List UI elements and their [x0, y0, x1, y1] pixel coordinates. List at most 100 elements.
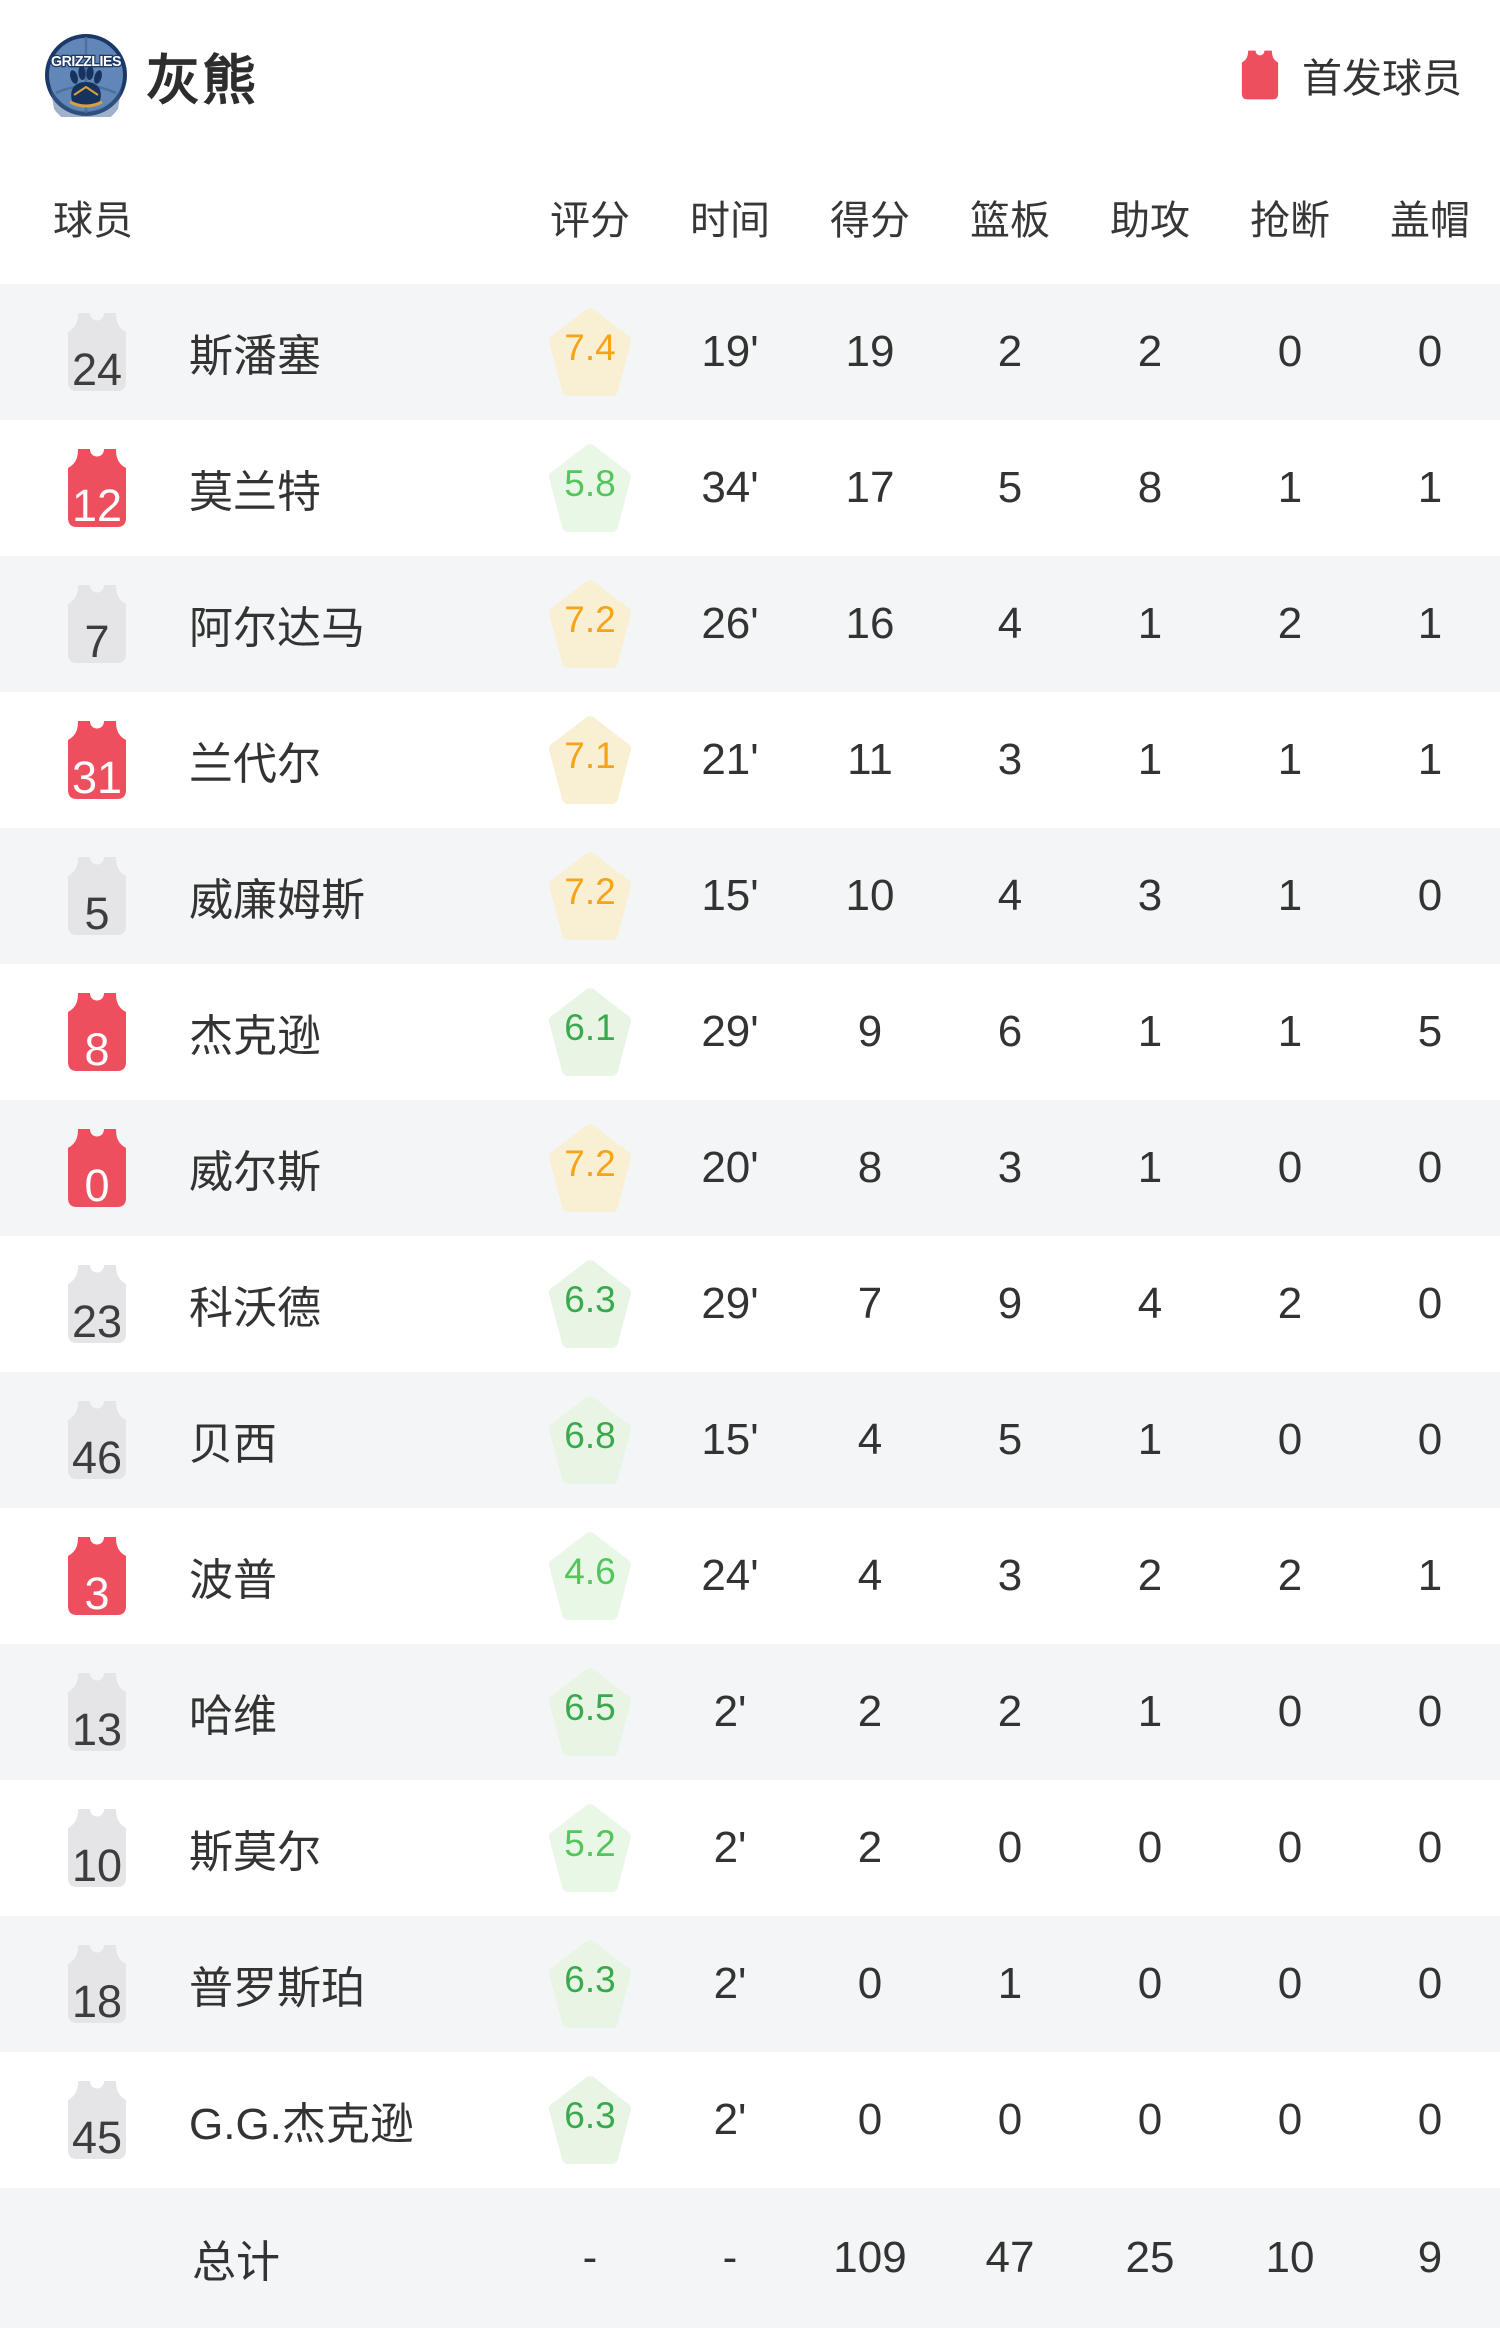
stat-time: 26' [701, 599, 759, 648]
stat-steals: 1 [1277, 735, 1303, 784]
player-row[interactable]: 46 贝西 6.8 15' 4 5 1 0 0 [0, 1372, 1500, 1508]
rating-cell: 6.3 [520, 1939, 660, 2029]
player-cell: 0 威尔斯 [0, 1128, 520, 1208]
rating-value: 6.1 [564, 1007, 615, 1048]
stat-blocks: 1 [1417, 463, 1443, 512]
jersey-number: 5 [84, 888, 109, 936]
stat-time: 20' [701, 1143, 759, 1192]
player-cell: 3 波普 [0, 1536, 520, 1616]
stat-points: 19 [845, 327, 895, 376]
player-name: 斯潘塞 [189, 332, 321, 381]
player-cell: 45 G.G.杰克逊 [0, 2080, 520, 2160]
stat-blocks: 1 [1417, 1551, 1443, 1600]
rating-cell: 7.2 [520, 579, 660, 669]
rating-badge: 7.2 [549, 852, 631, 940]
jersey-number: 46 [72, 1432, 122, 1480]
player-name: 普罗斯珀 [189, 1964, 365, 2013]
jersey-icon: 45 [68, 2081, 126, 2160]
rating-badge: 5.2 [549, 1804, 631, 1892]
jersey-icon: 10 [68, 1809, 126, 1888]
stat-steals: 1 [1277, 871, 1303, 920]
jersey-number: 18 [72, 1976, 122, 2024]
stat-assists: 0 [1137, 2095, 1163, 2144]
stat-rebounds: 3 [997, 1143, 1023, 1192]
player-row[interactable]: 13 哈维 6.5 2' 2 2 1 0 0 [0, 1644, 1500, 1780]
player-cell: 31 兰代尔 [0, 720, 520, 800]
rating-value: 7.4 [564, 327, 615, 368]
stat-time: 19' [701, 327, 759, 376]
player-cell: 5 威廉姆斯 [0, 856, 520, 936]
stat-assists: 2 [1137, 327, 1163, 376]
player-row[interactable]: 3 波普 4.6 24' 4 3 2 2 1 [0, 1508, 1500, 1644]
player-cell: 8 杰克逊 [0, 992, 520, 1072]
player-row[interactable]: 5 威廉姆斯 7.2 15' 10 4 3 1 0 [0, 828, 1500, 964]
player-name: 哈维 [189, 1692, 277, 1741]
player-row[interactable]: 12 莫兰特 5.8 34' 17 5 8 1 1 [0, 420, 1500, 556]
player-cell: 10 斯莫尔 [0, 1808, 520, 1888]
player-row[interactable]: 31 兰代尔 7.1 21' 11 3 1 1 1 [0, 692, 1500, 828]
player-row[interactable]: 24 斯潘塞 7.4 19' 19 2 2 0 0 [0, 284, 1500, 420]
rating-cell: 7.2 [520, 1123, 660, 1213]
stat-rebounds: 0 [997, 1823, 1023, 1872]
rating-badge: 7.1 [549, 716, 631, 804]
stat-rebounds: 5 [997, 1415, 1023, 1464]
stat-assists: 1 [1137, 1687, 1163, 1736]
totals-assists: 25 [1125, 2233, 1175, 2282]
jersey-icon: 7 [68, 585, 126, 664]
rating-cell: 7.4 [520, 307, 660, 397]
column-header-3: 得分 [830, 199, 910, 243]
stat-steals: 0 [1277, 1415, 1303, 1464]
player-row[interactable]: 7 阿尔达马 7.2 26' 16 4 1 2 1 [0, 556, 1500, 692]
stat-assists: 1 [1137, 599, 1163, 648]
jersey-number: 24 [72, 344, 122, 392]
stat-points: 4 [857, 1551, 883, 1600]
stat-steals: 2 [1277, 599, 1303, 648]
team-name: 灰熊 [146, 50, 258, 111]
player-row[interactable]: 23 科沃德 6.3 29' 7 9 4 2 0 [0, 1236, 1500, 1372]
column-header-0: 球员 [53, 199, 133, 243]
stat-steals: 0 [1277, 327, 1303, 376]
player-name: 威尔斯 [189, 1148, 321, 1197]
stat-steals: 2 [1277, 1551, 1303, 1600]
stat-blocks: 0 [1417, 1823, 1443, 1872]
player-cell: 18 普罗斯珀 [0, 1944, 520, 2024]
rating-badge: 6.3 [549, 1940, 631, 2028]
starter-legend: 首发球员 [1238, 46, 1462, 104]
player-row[interactable]: 8 杰克逊 6.1 29' 9 6 1 1 5 [0, 964, 1500, 1100]
player-name: 杰克逊 [189, 1012, 321, 1061]
stat-assists: 1 [1137, 735, 1163, 784]
stat-time: 2' [713, 1687, 747, 1736]
player-row[interactable]: 10 斯莫尔 5.2 2' 2 0 0 0 0 [0, 1780, 1500, 1916]
jersey-number: 3 [84, 1568, 109, 1616]
rating-badge: 7.4 [549, 308, 631, 396]
stat-blocks: 1 [1417, 599, 1443, 648]
rating-badge: 4.6 [549, 1532, 631, 1620]
player-row[interactable]: 18 普罗斯珀 6.3 2' 0 1 0 0 0 [0, 1916, 1500, 2052]
rating-badge: 5.8 [549, 444, 631, 532]
stat-assists: 2 [1137, 1551, 1163, 1600]
table-header-row: 球员 评分 时间 得分 篮板 助攻 抢断 盖帽 [0, 150, 1500, 284]
player-row[interactable]: 0 威尔斯 7.2 20' 8 3 1 0 0 [0, 1100, 1500, 1236]
rating-badge: 7.2 [549, 580, 631, 668]
jersey-number: 45 [72, 2112, 122, 2160]
stat-time: 21' [701, 735, 759, 784]
jersey-icon: 8 [68, 993, 126, 1072]
stat-points: 7 [857, 1279, 883, 1328]
player-name: 斯莫尔 [189, 1828, 321, 1877]
stat-steals: 0 [1277, 2095, 1303, 2144]
player-name: 科沃德 [189, 1284, 321, 1333]
jersey-number: 7 [84, 616, 109, 664]
totals-time: - [722, 2233, 738, 2282]
stat-time: 2' [713, 2095, 747, 2144]
rating-cell: 5.8 [520, 443, 660, 533]
player-row[interactable]: 45 G.G.杰克逊 6.3 2' 0 0 0 0 0 [0, 2052, 1500, 2188]
stat-time: 15' [701, 871, 759, 920]
rating-value: 6.8 [564, 1415, 615, 1456]
stat-points: 2 [857, 1823, 883, 1872]
stat-assists: 3 [1137, 871, 1163, 920]
jersey-icon: 3 [68, 1537, 126, 1616]
stat-blocks: 0 [1417, 2095, 1443, 2144]
stat-blocks: 0 [1417, 1687, 1443, 1736]
grizzlies-logo: GRIZZLIES [45, 34, 127, 117]
player-name: 阿尔达马 [189, 604, 365, 653]
